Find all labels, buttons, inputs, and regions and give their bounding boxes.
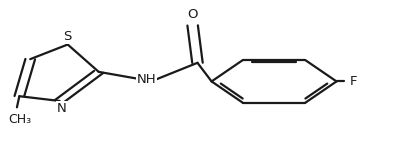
Text: CH₃: CH₃ bbox=[8, 113, 31, 126]
Text: O: O bbox=[187, 8, 198, 21]
Text: S: S bbox=[64, 30, 72, 43]
Text: F: F bbox=[349, 75, 357, 88]
Text: N: N bbox=[57, 102, 66, 115]
Text: NH: NH bbox=[137, 73, 156, 86]
